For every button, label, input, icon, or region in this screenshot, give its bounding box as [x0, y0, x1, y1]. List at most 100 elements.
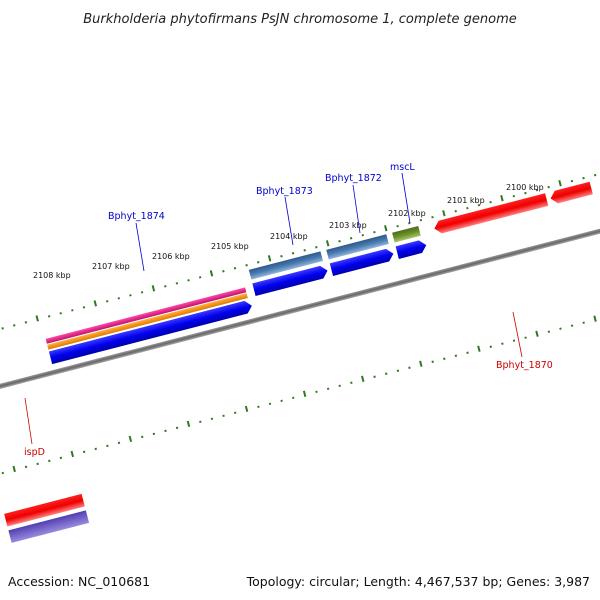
kbp-label-2105: 2105 kbp [211, 242, 249, 251]
leader-line-1870 [512, 311, 523, 358]
kbp-label-2108: 2108 kbp [33, 271, 71, 280]
upper-ruler [1, 173, 597, 330]
upper-ruler-tick [267, 255, 272, 262]
lower-ruler-tick [512, 339, 516, 342]
lower-ruler-tick [373, 375, 376, 378]
upper-ruler-tick [593, 173, 597, 177]
upper-ruler-tick [582, 176, 585, 180]
upper-ruler-tick [209, 270, 214, 277]
upper-ruler-tick [222, 270, 225, 273]
kbp-label-2104: 2104 kbp [270, 232, 308, 241]
upper-ruler-tick [477, 203, 481, 207]
lower-ruler-tick [82, 450, 86, 454]
gene-magenta-1874[interactable] [45, 287, 247, 344]
lower-ruler-tick [210, 417, 214, 421]
upper-ruler-tick [373, 230, 376, 234]
leader-line-mscL [401, 172, 411, 224]
lower-ruler-tick [70, 450, 75, 458]
lower-ruler-tick [164, 429, 167, 433]
upper-ruler-tick [233, 267, 237, 270]
gene-label-1870[interactable]: Bphyt_1870 [496, 360, 553, 371]
lower-ruler-tick [396, 369, 400, 372]
lower-ruler-tick [48, 459, 51, 463]
lower-ruler-tick [268, 402, 272, 406]
upper-ruler-tick [570, 179, 574, 183]
lower-ruler-tick [244, 405, 249, 413]
gene-labels: Bphyt_1874 Bphyt_1873 Bphyt_1872 mscL Bp… [24, 162, 553, 458]
gene-label-mscL[interactable]: mscL [390, 162, 415, 173]
upper-ruler-tick [338, 240, 341, 243]
gene-label-ispD[interactable]: ispD [24, 447, 45, 458]
lower-ruler-tick [582, 321, 585, 324]
upper-ruler-tick [24, 321, 28, 324]
lower-ruler-tick [1, 471, 5, 475]
upper-ruler-tick [524, 191, 527, 195]
lower-ruler-tick [454, 354, 458, 357]
upper-ruler-tick [93, 300, 98, 307]
upper-ruler-tick [198, 276, 202, 279]
gene-steel-1873[interactable] [248, 251, 323, 280]
lower-ruler-tick [419, 360, 423, 367]
upper-ruler-tick [117, 297, 121, 300]
cds-arrow-mscL[interactable] [395, 239, 428, 259]
lower-ruler-tick [315, 390, 318, 394]
gene-red-ispD[interactable] [4, 493, 85, 527]
cds-arrow-1872[interactable] [329, 247, 395, 276]
lower-ruler-tick [292, 396, 295, 400]
lower-ruler-tick [466, 351, 469, 354]
upper-ruler-tick [361, 233, 364, 237]
cds-arrow-1874[interactable] [48, 299, 254, 365]
upper-ruler-tick [291, 252, 295, 255]
upper-ruler-tick [47, 315, 51, 318]
lower-ruler-tick [559, 327, 562, 330]
upper-ruler-tick [512, 194, 516, 198]
lower-ruler-tick [431, 360, 434, 363]
upper-ruler-tick [489, 200, 492, 204]
lower-ruler-tick [302, 390, 307, 397]
upper-ruler-tick [315, 246, 318, 249]
lower-ruler-tick [489, 345, 492, 348]
lower-ruler-tick [106, 444, 109, 448]
lower-ruler-tick [233, 411, 237, 415]
upper-ruler-tick [535, 188, 539, 192]
upper-ruler-tick [466, 206, 469, 210]
lower-ruler-tick [186, 420, 191, 428]
lower-ruler-tick [477, 345, 481, 352]
upper-ruler-tick [558, 180, 562, 187]
gene-steel-1872[interactable] [326, 234, 389, 260]
upper-ruler-tick [59, 312, 62, 315]
lower-ruler-tick [443, 357, 446, 360]
lower-ruler-tick [152, 432, 156, 436]
leader-line-1873 [284, 196, 294, 246]
lower-ruler-tick [408, 366, 411, 369]
upper-ruler-tick [396, 224, 399, 228]
kbp-label-2102: 2102 kbp [388, 209, 426, 218]
gene-olive-mscL[interactable] [392, 226, 421, 243]
lower-ruler-tick [524, 336, 527, 339]
upper-ruler-tick [82, 306, 86, 309]
upper-ruler-tick [105, 300, 109, 303]
cds-arrow-1873[interactable] [252, 264, 329, 296]
gene-red-1870[interactable] [433, 193, 549, 235]
lower-ruler-tick [94, 447, 97, 451]
gene-label-1872[interactable]: Bphyt_1872 [325, 173, 382, 184]
lower-ruler-tick [326, 387, 330, 391]
lower-ruler-tick [24, 465, 28, 469]
upper-ruler-tick [500, 195, 504, 202]
lower-ruler-tick [384, 372, 388, 375]
upper-ruler-tick [349, 237, 353, 240]
leader-line-ispD [24, 397, 33, 445]
upper-ruler-tick [13, 324, 16, 327]
gene-purple-ispD[interactable] [8, 510, 90, 543]
gene-label-1874[interactable]: Bphyt_1874 [108, 211, 165, 222]
lower-ruler-tick [350, 381, 353, 384]
upper-ruler-tick [245, 264, 248, 267]
lower-ruler-tick [12, 465, 16, 473]
gene-red-1869[interactable] [549, 181, 593, 205]
gene-orange-1874[interactable] [47, 293, 248, 350]
lower-ruler-tick [535, 330, 539, 337]
map-title: Burkholderia phytofirmans PsJN chromosom… [83, 12, 517, 27]
lower-ruler-tick [257, 405, 260, 409]
gene-label-1873[interactable]: Bphyt_1873 [256, 186, 313, 197]
